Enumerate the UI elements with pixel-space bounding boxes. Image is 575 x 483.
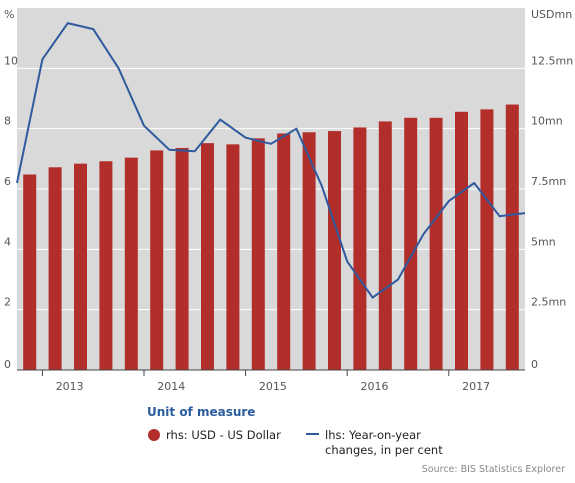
- left-tick-label: 10: [4, 54, 18, 67]
- legend-lhs-label: lhs: Year-on-year changes, in per cent: [325, 428, 443, 457]
- bar: [201, 143, 214, 370]
- bar: [328, 131, 341, 370]
- left-tick-label: 6: [4, 175, 11, 188]
- bar: [74, 163, 87, 370]
- right-tick-label: 2.5mn: [531, 296, 566, 309]
- x-tick-label: 2013: [56, 380, 84, 393]
- legend-item-rhs[interactable]: rhs: USD - US Dollar: [148, 428, 281, 443]
- bar: [455, 111, 468, 371]
- bar: [23, 174, 37, 370]
- bar: [226, 144, 240, 370]
- left-tick-label: 8: [4, 115, 11, 128]
- legend-title: Unit of measure: [147, 405, 256, 419]
- x-tick-label: 2014: [157, 380, 185, 393]
- right-tick-label: 10mn: [531, 115, 563, 128]
- bar: [302, 132, 316, 370]
- bar: [404, 117, 418, 370]
- bar: [175, 147, 189, 370]
- line-series: [16, 22, 526, 299]
- x-tick-label: 2017: [462, 380, 490, 393]
- left-tick-label: 2: [4, 296, 11, 309]
- source-note: Source: BIS Statistics Explorer: [421, 464, 565, 475]
- bar: [480, 109, 494, 371]
- bar: [124, 157, 138, 370]
- right-tick-label: 0: [531, 358, 538, 371]
- right-tick-label: 5mn: [531, 235, 556, 248]
- bar: [353, 127, 367, 371]
- x-tick-label: 2015: [259, 380, 287, 393]
- left-tick-label: 4: [4, 235, 11, 248]
- bar: [277, 133, 291, 370]
- bar: [505, 104, 519, 371]
- legend-rhs-label: rhs: USD - US Dollar: [166, 428, 281, 442]
- right-tick-label: 7.5mn: [531, 175, 566, 188]
- legend-item-lhs[interactable]: lhs: Year-on-year changes, in per cent: [306, 428, 466, 458]
- right-tick-label: 12.5mn: [531, 54, 573, 67]
- legend-bar-marker-icon: [148, 429, 160, 441]
- bar: [150, 150, 164, 370]
- right-axis-unit: USDmn: [531, 8, 572, 21]
- bar: [429, 117, 443, 370]
- left-tick-label: 0: [4, 358, 11, 371]
- bar: [378, 121, 392, 370]
- bar: [99, 161, 113, 370]
- bar: [48, 167, 62, 370]
- x-tick-label: 2016: [361, 380, 389, 393]
- left-axis-unit: %: [4, 8, 14, 21]
- bar: [251, 138, 265, 370]
- legend-line-marker-icon: [306, 433, 319, 435]
